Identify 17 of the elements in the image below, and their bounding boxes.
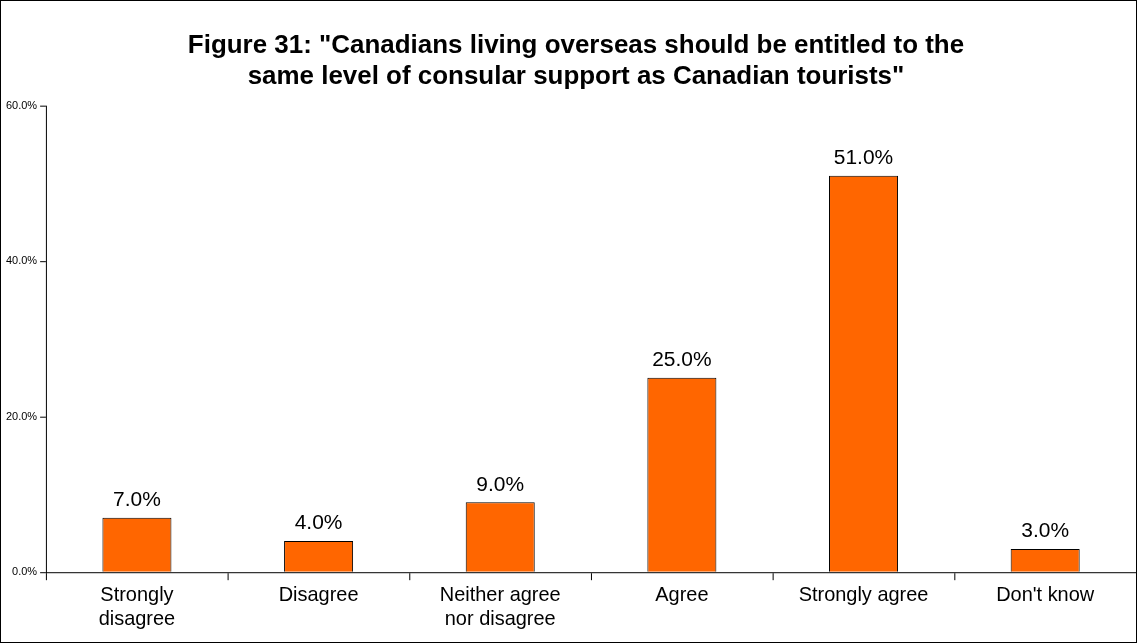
data-label: 4.0% [294,510,343,534]
x-tick-label: Disagree [278,582,359,605]
y-tick-label: 40.0% [6,254,38,267]
x-tick-label: Strongly disagree [98,582,176,629]
x-tick-label: Don't know [996,582,1095,605]
x-tick-label: Strongly agree [798,582,929,605]
data-label: 3.0% [1021,518,1070,542]
data-label: 51.0% [833,145,894,168]
y-tick-label: 60.0% [6,98,38,111]
chart-title: Figure 31: "Canadians living overseas should be entitled to the same level of consular support as Canadian tourists" [187,30,965,89]
x-tick-label: Neither agree nor disagree [439,582,561,629]
x-tick-label: Agree [655,582,709,605]
y-tick-label: 0.0% [12,565,38,578]
data-label: 25.0% [652,347,712,371]
y-tick-label: 20.0% [6,409,38,422]
data-label: 7.0% [113,487,161,511]
data-label: 9.0% [476,471,525,495]
